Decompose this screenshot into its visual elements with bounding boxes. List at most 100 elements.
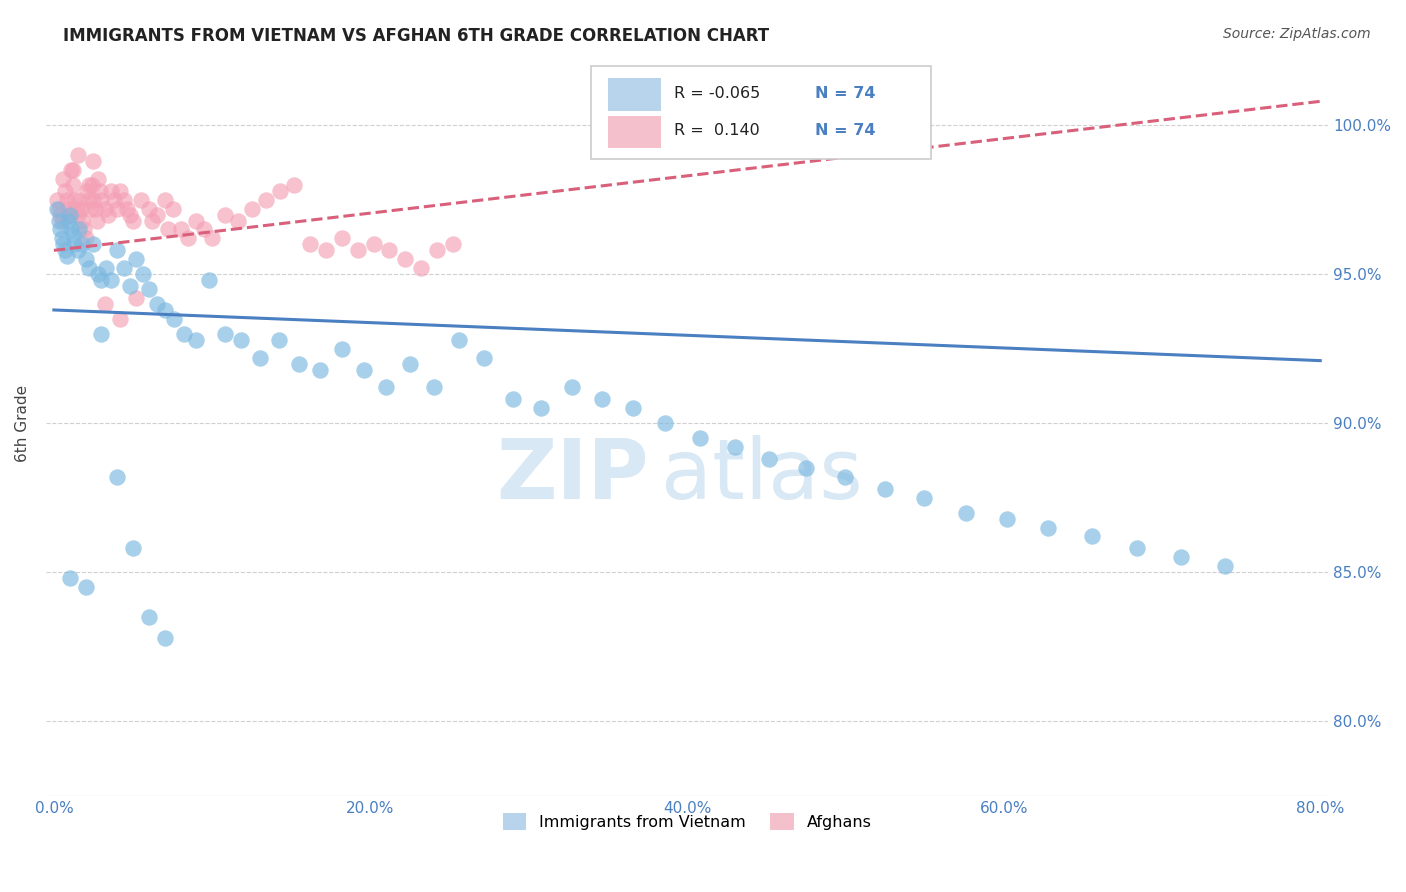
Point (441, 237, 464, 252)
Point (269, 184, 291, 198)
Legend: Immigrants from Vietnam, Afghans: Immigrants from Vietnam, Afghans (496, 807, 877, 836)
Point (267, 333, 290, 347)
Point (794, 461, 817, 475)
Text: atlas: atlas (661, 435, 863, 516)
Point (689, 431, 711, 445)
Point (79, 202, 101, 216)
Point (46, 202, 69, 216)
Point (87, 267, 110, 281)
Point (49, 208, 72, 222)
Point (63, 237, 86, 252)
Point (75, 580, 97, 594)
Text: IMMIGRANTS FROM VIETNAM VS AFGHAN 6TH GRADE CORRELATION CHART: IMMIGRANTS FROM VIETNAM VS AFGHAN 6TH GR… (63, 27, 769, 45)
Point (66, 208, 89, 222)
Point (60, 162, 83, 177)
Point (758, 452, 780, 467)
Point (53, 244, 76, 258)
Point (226, 213, 249, 227)
Point (62, 162, 84, 177)
Point (93, 202, 115, 216)
Point (60, 222, 83, 236)
Point (55, 193, 77, 207)
Point (873, 482, 896, 496)
Point (82, 193, 104, 207)
Point (198, 273, 221, 287)
Point (530, 401, 553, 416)
Point (122, 213, 145, 227)
FancyBboxPatch shape (591, 66, 931, 159)
Point (112, 261, 135, 276)
Point (591, 392, 613, 407)
Text: N = 74: N = 74 (815, 86, 876, 101)
Point (834, 470, 856, 484)
Point (110, 312, 132, 326)
Point (115, 202, 138, 216)
Point (330, 231, 353, 245)
Point (288, 357, 311, 371)
Point (49, 222, 72, 236)
Point (82, 153, 104, 168)
Point (110, 184, 132, 198)
Point (125, 291, 148, 305)
Point (94, 261, 117, 276)
Point (93, 297, 115, 311)
Point (214, 208, 236, 222)
Text: R =  0.140: R = 0.140 (675, 123, 761, 138)
Point (59, 208, 82, 222)
Point (90, 326, 112, 341)
Point (59, 208, 82, 222)
Point (52, 237, 75, 252)
Point (299, 237, 322, 252)
Point (146, 208, 169, 222)
Point (156, 222, 179, 236)
Point (723, 440, 745, 454)
Point (186, 213, 208, 227)
Point (105, 202, 128, 216)
Point (995, 511, 1018, 525)
Point (75, 252, 97, 267)
Point (59, 571, 82, 585)
Point (66, 148, 89, 162)
Point (449, 333, 471, 347)
Point (1036, 520, 1059, 534)
Point (169, 222, 191, 236)
Point (138, 610, 160, 624)
Point (66, 244, 89, 258)
Point (141, 213, 163, 227)
Point (75, 231, 97, 245)
Point (394, 252, 416, 267)
Point (103, 193, 125, 207)
Point (90, 273, 112, 287)
Point (363, 237, 385, 252)
Point (229, 333, 252, 347)
Point (73, 222, 96, 236)
Text: ZIP: ZIP (496, 435, 648, 516)
Point (65, 202, 87, 216)
Point (955, 506, 977, 520)
Point (69, 202, 91, 216)
Point (62, 228, 84, 243)
Point (153, 193, 176, 207)
Point (1125, 541, 1147, 556)
Point (560, 380, 582, 394)
Point (112, 193, 135, 207)
Point (315, 244, 337, 258)
Point (77, 193, 100, 207)
Point (654, 416, 676, 430)
Point (53, 184, 76, 198)
Point (375, 380, 398, 394)
Point (84, 202, 107, 216)
Point (100, 273, 122, 287)
Point (353, 362, 375, 376)
FancyBboxPatch shape (607, 115, 661, 148)
Point (118, 279, 141, 293)
Point (89, 184, 111, 198)
Point (173, 326, 195, 341)
Point (129, 193, 152, 207)
Point (240, 202, 263, 216)
Point (56, 202, 79, 216)
Point (411, 261, 433, 276)
Point (254, 193, 277, 207)
Point (621, 401, 644, 416)
Point (62, 178, 84, 192)
